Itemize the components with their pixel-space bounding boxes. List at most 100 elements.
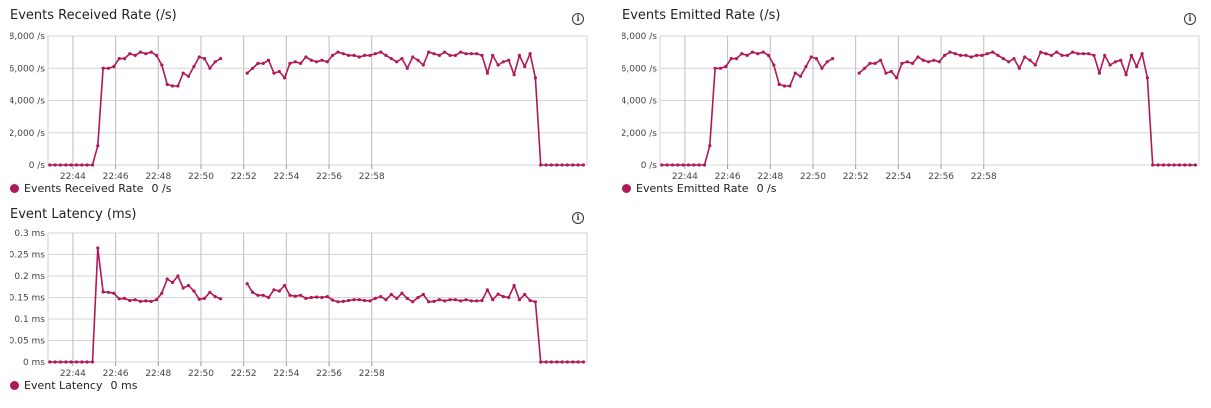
- data-point: [384, 53, 388, 57]
- data-point: [475, 299, 479, 303]
- data-point: [48, 163, 52, 167]
- data-point: [411, 300, 415, 304]
- chart-panel-event-latency: Event Latency (ms) i 0 ms 0.05 ms 0.1 ms 0.…: [10, 207, 590, 402]
- data-point: [921, 58, 925, 62]
- info-icon[interactable]: i: [1184, 13, 1196, 25]
- info-icon[interactable]: i: [572, 212, 584, 224]
- x-tick-label: 22:58: [359, 172, 385, 180]
- data-point: [496, 63, 500, 67]
- legend-label: Events Received Rate: [24, 182, 144, 195]
- data-point: [539, 360, 543, 364]
- data-point: [261, 61, 265, 65]
- data-point: [1129, 53, 1133, 57]
- data-point: [523, 65, 527, 69]
- data-point: [304, 296, 308, 300]
- data-point: [581, 360, 586, 364]
- y-tick-label: 2,000 /s: [10, 129, 45, 139]
- data-point: [405, 296, 409, 300]
- data-point: [549, 163, 554, 167]
- data-point: [889, 69, 893, 74]
- data-point: [539, 163, 543, 167]
- data-point: [681, 163, 685, 167]
- x-tick-label: 22:54: [273, 369, 299, 377]
- data-point: [480, 53, 484, 57]
- data-point: [708, 144, 712, 148]
- data-point: [192, 289, 196, 293]
- x-tick-label: 22:44: [672, 172, 698, 180]
- data-point: [1007, 60, 1011, 64]
- data-point: [533, 300, 538, 304]
- data-point: [1001, 57, 1005, 61]
- data-point: [373, 52, 377, 56]
- data-point: [469, 299, 473, 303]
- data-point: [523, 292, 527, 297]
- y-tick-label: 0.25 ms: [10, 251, 45, 261]
- data-point: [245, 282, 249, 286]
- data-point: [64, 360, 68, 364]
- data-point: [1135, 65, 1139, 69]
- data-point: [782, 84, 787, 88]
- x-tick-label: 22:58: [971, 172, 997, 180]
- data-point: [1145, 76, 1149, 80]
- series-line: [246, 283, 584, 363]
- chart-panel-events-received: Events Received Rate (/s) i 0 /s 2,000 /s…: [10, 8, 590, 198]
- y-tick-label: 0 ms: [23, 358, 45, 368]
- y-tick-label: 2,000 /s: [622, 129, 657, 139]
- data-point: [857, 71, 861, 75]
- data-point: [74, 360, 79, 364]
- y-tick-label: 8,000 /s: [622, 32, 657, 42]
- data-point: [528, 298, 532, 303]
- x-tick-label: 22:44: [60, 172, 86, 180]
- data-point: [357, 298, 361, 302]
- data-point: [750, 50, 755, 54]
- data-point: [1076, 52, 1080, 56]
- data-point: [772, 63, 776, 67]
- data-point: [1172, 163, 1176, 167]
- data-point: [1017, 66, 1021, 70]
- data-point: [686, 163, 691, 167]
- data-point: [427, 50, 431, 54]
- x-tick-label: 22:48: [757, 172, 783, 180]
- data-point: [469, 52, 473, 56]
- data-point: [825, 60, 829, 64]
- data-point: [299, 293, 303, 297]
- data-point: [315, 60, 319, 64]
- data-point: [1081, 52, 1085, 56]
- legend-value: 0 ms: [110, 379, 138, 392]
- x-tick-label: 22:56: [316, 172, 342, 180]
- chart-svg: 0 ms 0.05 ms 0.1 ms 0.15 ms 0.2 ms 0.25 ms 0.3…: [10, 229, 588, 377]
- data-point: [1124, 73, 1128, 77]
- data-point: [85, 360, 89, 364]
- data-point: [1167, 163, 1171, 167]
- data-point: [702, 163, 707, 167]
- data-point: [64, 163, 68, 167]
- data-point: [251, 290, 255, 294]
- legend[interactable]: Events Emitted Rate 0 /s: [622, 182, 777, 195]
- data-point: [804, 65, 808, 69]
- data-point: [980, 53, 984, 57]
- legend[interactable]: Events Received Rate 0 /s: [10, 182, 171, 195]
- data-point: [160, 63, 164, 67]
- data-point: [491, 298, 495, 302]
- data-point: [315, 295, 319, 299]
- x-tick-label: 22:54: [885, 172, 911, 180]
- data-point: [384, 298, 388, 302]
- x-tick-label: 22:46: [715, 172, 741, 180]
- data-point: [964, 53, 968, 57]
- data-point: [170, 84, 175, 88]
- data-point: [1044, 52, 1048, 56]
- data-point: [453, 53, 457, 57]
- data-point: [729, 57, 733, 61]
- legend[interactable]: Event Latency 0 ms: [10, 379, 137, 392]
- data-point: [718, 66, 723, 70]
- x-tick-label: 22:46: [103, 369, 129, 377]
- x-tick-label: 22:52: [231, 172, 257, 180]
- data-point: [670, 163, 675, 167]
- data-point: [480, 298, 484, 303]
- info-icon[interactable]: i: [572, 13, 584, 25]
- data-point: [128, 298, 132, 303]
- data-point: [544, 163, 548, 167]
- data-point: [421, 63, 425, 67]
- data-point: [85, 163, 89, 167]
- data-point: [389, 292, 393, 297]
